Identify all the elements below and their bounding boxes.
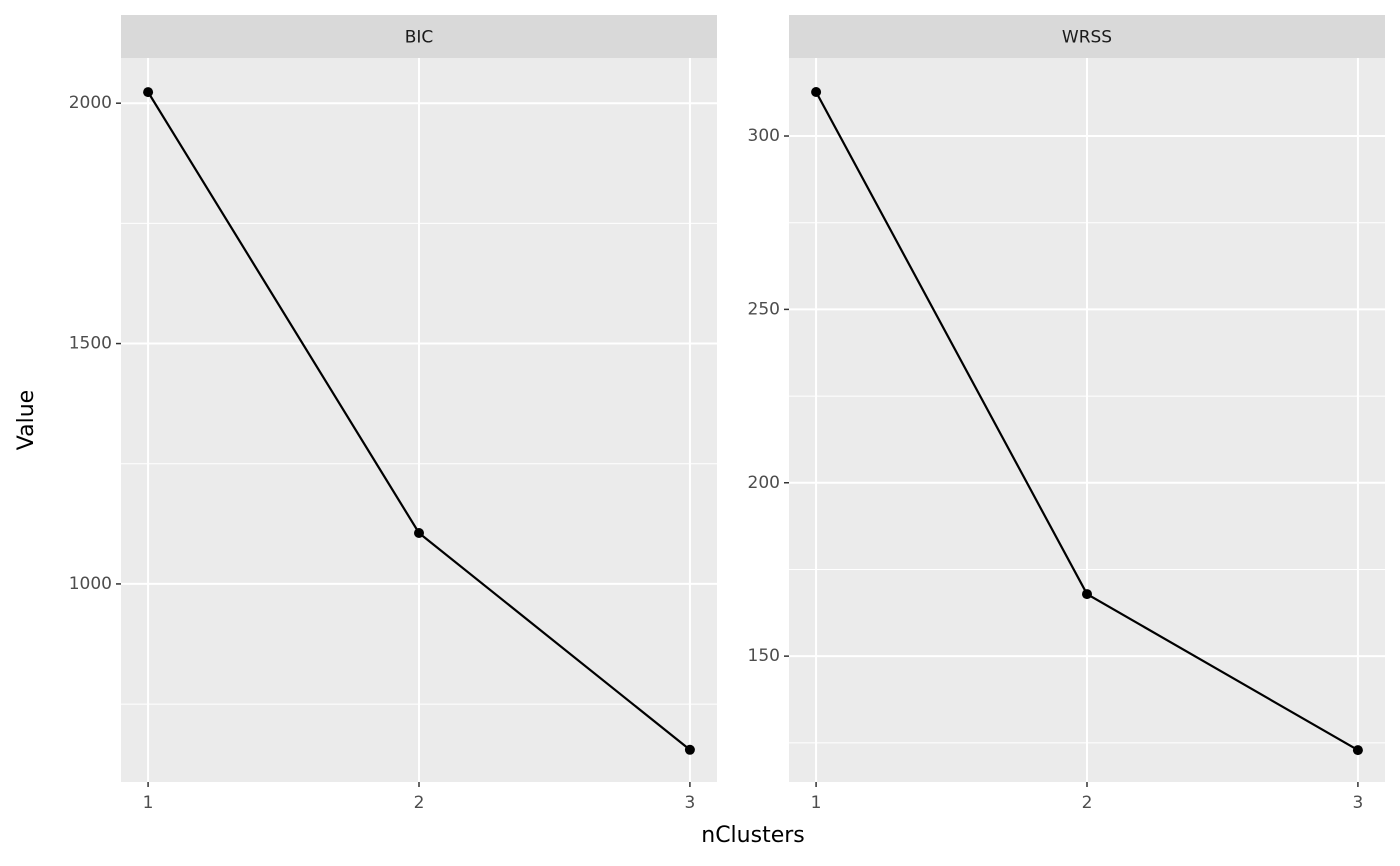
x-axis-title: nClusters	[701, 823, 805, 848]
x-tick-label: 3	[684, 793, 695, 813]
strip-label: WRSS	[1062, 28, 1112, 48]
point	[811, 86, 822, 97]
point	[684, 744, 695, 755]
point	[143, 87, 154, 98]
y-tick-label: 150	[748, 646, 780, 666]
y-tick-label: 1000	[69, 574, 112, 594]
x-tick-label: 2	[414, 793, 425, 813]
point	[1082, 589, 1092, 600]
y-tick-label: 300	[748, 126, 780, 146]
y-tick-label: 200	[748, 473, 780, 493]
strip-label: BIC	[405, 28, 434, 48]
x-tick-label: 1	[143, 793, 154, 813]
point	[1352, 745, 1363, 756]
x-tick-label: 3	[1352, 793, 1363, 813]
point	[414, 527, 424, 538]
y-tick-label: 250	[748, 299, 780, 319]
x-tick-label: 2	[1082, 793, 1093, 813]
strip	[789, 15, 1385, 58]
y-axis-title: Value	[14, 390, 39, 450]
strip	[121, 15, 717, 58]
y-tick-label: 1500	[69, 334, 112, 354]
x-tick-label: 1	[811, 793, 822, 813]
y-tick-label: 2000	[69, 93, 112, 113]
